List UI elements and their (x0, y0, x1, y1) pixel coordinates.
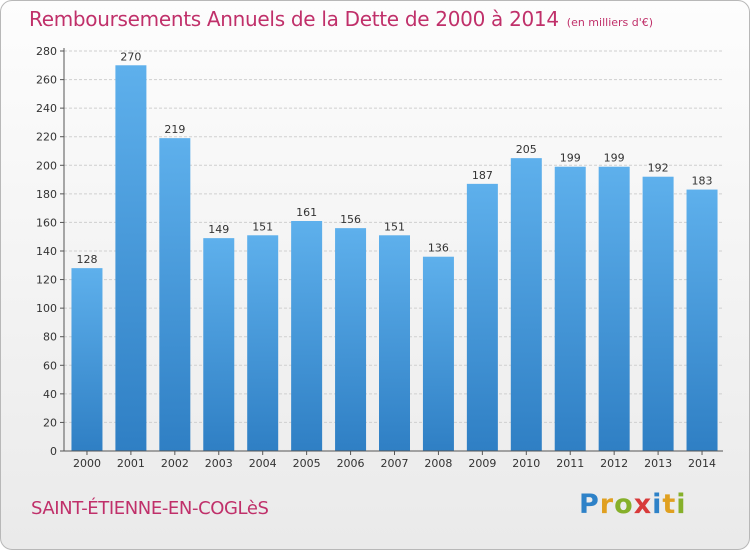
y-tick-label: 120 (36, 274, 57, 287)
bars (71, 65, 718, 452)
y-tick-label: 200 (36, 159, 57, 172)
labels: 0 20 40 60 80 100 120 140 160 180 200 220 240 260 280 1… (36, 45, 716, 470)
data-label-2000: 128 (76, 253, 97, 266)
y-tick-label: 140 (36, 245, 57, 258)
bar-2009 (466, 183, 498, 451)
bar-2004 (247, 235, 279, 451)
bar-2014 (686, 189, 718, 452)
bar-2000 (71, 268, 103, 451)
data-label-2010: 205 (516, 143, 537, 156)
y-tick-label: 240 (36, 102, 57, 115)
chart-title: Remboursements Annuels de la Dette de 20… (29, 7, 653, 31)
proxiti-logo: Proxiti (579, 489, 687, 520)
data-label-2006: 156 (340, 213, 361, 226)
x-tick-label-2013: 2013 (644, 457, 672, 470)
data-label-2002: 219 (164, 123, 185, 136)
x-tick-label-2005: 2005 (293, 457, 321, 470)
bar-2010 (510, 158, 542, 451)
y-tick-label: 80 (43, 331, 57, 344)
y-tick-label: 220 (36, 131, 57, 144)
bar-2013 (642, 176, 674, 451)
data-label-2012: 199 (604, 152, 625, 165)
y-tick-label: 180 (36, 188, 57, 201)
bar-2006 (335, 228, 367, 451)
y-tick-label: 280 (36, 45, 57, 58)
axes (60, 48, 723, 455)
x-tick-label-2001: 2001 (117, 457, 145, 470)
x-tick-label-2011: 2011 (556, 457, 584, 470)
x-tick-label-2002: 2002 (161, 457, 189, 470)
data-label-2003: 149 (208, 223, 229, 236)
data-label-2009: 187 (472, 169, 493, 182)
bar-2007 (379, 235, 410, 451)
y-tick-label: 100 (36, 302, 57, 315)
data-label-2005: 161 (296, 206, 317, 219)
data-label-2014: 183 (692, 175, 713, 188)
x-tick-label-2007: 2007 (381, 457, 409, 470)
x-tick-label-2004: 2004 (249, 457, 277, 470)
bar-2008 (422, 256, 454, 451)
y-tick-label: 40 (43, 388, 57, 401)
x-tick-label-2012: 2012 (600, 457, 628, 470)
data-label-2013: 192 (648, 162, 669, 175)
y-tick-label: 0 (50, 445, 57, 458)
x-tick-label-2000: 2000 (73, 457, 101, 470)
bar-2005 (291, 221, 323, 451)
data-label-2004: 151 (252, 220, 273, 233)
x-tick-label-2006: 2006 (337, 457, 365, 470)
y-tick-label: 160 (36, 216, 57, 229)
data-label-2001: 270 (120, 50, 141, 63)
y-tick-label: 60 (43, 359, 57, 372)
y-tick-label: 260 (36, 74, 57, 87)
bar-2012 (598, 166, 630, 451)
bar-2001 (115, 65, 147, 452)
unit-label: (en milliers d'€) (566, 16, 654, 29)
x-tick-label-2010: 2010 (512, 457, 540, 470)
data-label-2007: 151 (384, 220, 405, 233)
chart-title-text: Remboursements Annuels de la Dette de 20… (29, 7, 559, 31)
bar-2003 (203, 238, 235, 451)
bar-2011 (554, 166, 586, 451)
x-tick-label-2008: 2008 (424, 457, 452, 470)
x-tick-label-2014: 2014 (688, 457, 716, 470)
data-label-2011: 199 (560, 152, 581, 165)
y-tick-label: 20 (43, 416, 57, 429)
x-tick-label-2003: 2003 (205, 457, 233, 470)
commune-name: SAINT-ÉTIENNE-EN-COGLèS (31, 498, 269, 519)
x-tick-label-2009: 2009 (468, 457, 496, 470)
data-label-2008: 136 (428, 242, 449, 255)
bar-2002 (159, 138, 191, 451)
